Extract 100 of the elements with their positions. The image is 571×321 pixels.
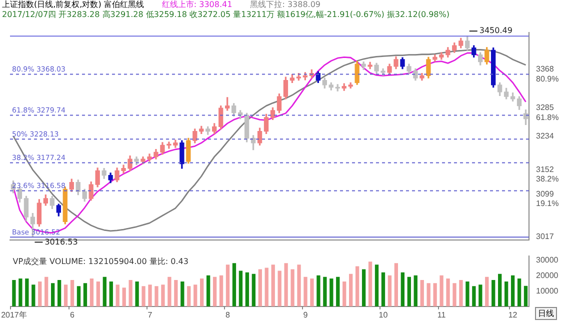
bar <box>517 278 522 306</box>
bar <box>323 276 327 306</box>
chart-subtitle: 2017/12/07四 开3283.28 高3291.28 低3259.18 收3272.05 量13211万 额1619亿,幅-21.91(-0.67%) 振32.12(0.98%) <box>2 10 450 20</box>
y-tick-label: 3152 38.2% <box>536 164 559 184</box>
bar <box>336 276 340 306</box>
y-tick-label: 20000 <box>536 270 559 280</box>
bar <box>18 278 22 306</box>
bar <box>459 280 463 306</box>
annotation: 3016.53 <box>44 237 78 246</box>
bar <box>330 278 334 306</box>
y-tick-label: 3234 <box>536 132 554 141</box>
bar <box>498 274 502 306</box>
bar <box>362 269 366 306</box>
bar <box>466 282 470 306</box>
bar <box>252 274 256 306</box>
bar <box>142 286 146 306</box>
bar <box>135 282 139 306</box>
x-tick-label: 8 <box>226 310 231 320</box>
bar <box>102 276 106 306</box>
bar <box>394 263 398 306</box>
bar <box>316 275 320 306</box>
y-tick-label: 3285 61.8% <box>536 103 559 122</box>
bar <box>368 262 372 306</box>
text: 红线上市: 3308.41 <box>162 0 232 9</box>
bar <box>264 268 268 306</box>
bar <box>206 275 210 306</box>
bar <box>374 264 379 306</box>
bar <box>414 275 418 306</box>
bar <box>51 283 55 306</box>
bar <box>187 286 191 306</box>
bar <box>381 272 386 306</box>
bar <box>161 284 165 306</box>
bar <box>44 276 48 306</box>
bar <box>154 286 158 306</box>
bar <box>472 286 476 306</box>
bar <box>116 284 120 306</box>
bar <box>446 278 450 306</box>
chart-title: VP成交量 VOLUME: 132105904.00 量比: 0.43 <box>12 256 188 266</box>
bar <box>57 280 62 306</box>
bar <box>25 278 29 306</box>
bar <box>284 263 288 306</box>
bar <box>212 276 217 306</box>
y-tick-label: 3368 80.9% <box>536 64 559 84</box>
annotation: 3450.49 <box>479 26 512 36</box>
bar <box>290 269 294 306</box>
bar <box>433 283 437 306</box>
bar <box>32 284 36 306</box>
bar <box>180 282 184 306</box>
bar <box>504 282 508 306</box>
text: 日线 <box>535 307 557 320</box>
bar <box>226 264 230 306</box>
bar <box>168 276 172 306</box>
bar <box>200 278 204 306</box>
chart-title: 上证指数(日线,前复权,对数) 富伯红黑线 <box>2 0 144 9</box>
bar <box>109 282 113 306</box>
bar <box>492 280 496 306</box>
bar <box>510 275 515 306</box>
bar <box>90 278 94 306</box>
bar <box>342 282 346 306</box>
bar <box>355 266 360 306</box>
bar <box>452 283 456 306</box>
x-tick-label: 11 <box>437 310 446 320</box>
bar <box>304 276 308 306</box>
x-tick-label: 7 <box>148 310 153 320</box>
bar <box>70 280 74 306</box>
bar <box>388 275 392 306</box>
x-tick-label: 2017年 <box>1 310 27 320</box>
bar <box>122 288 126 306</box>
bar <box>128 280 132 306</box>
bar <box>440 275 444 306</box>
bar <box>194 284 198 306</box>
bar <box>420 280 424 306</box>
bar <box>96 282 100 306</box>
bar <box>271 264 275 306</box>
bar <box>485 276 489 306</box>
x-tick-label: 10 <box>378 310 388 320</box>
x-tick-label: 12 <box>508 310 518 320</box>
bar <box>524 286 528 306</box>
x-tick-label: 9 <box>303 310 308 320</box>
bar <box>478 284 482 306</box>
bar <box>258 269 262 306</box>
bar <box>407 276 411 306</box>
bar <box>238 270 243 306</box>
bar <box>400 272 404 306</box>
bar <box>349 274 353 306</box>
bar <box>426 283 430 306</box>
y-tick-label: 10000 <box>536 286 559 296</box>
x-tick-label: 6 <box>70 310 76 320</box>
bar <box>38 282 42 306</box>
text: 黑线下拉: 3388.09 <box>250 0 321 9</box>
y-tick-label: 3099 19.1% <box>536 189 559 208</box>
bar <box>64 284 68 306</box>
bar <box>219 275 224 306</box>
bar <box>245 272 250 306</box>
bar <box>232 263 236 306</box>
bar <box>76 286 81 306</box>
bar <box>148 284 152 306</box>
bar <box>310 278 314 306</box>
y-tick-label: 3017 <box>536 232 554 242</box>
y-tick-label: 30000 <box>536 256 559 265</box>
